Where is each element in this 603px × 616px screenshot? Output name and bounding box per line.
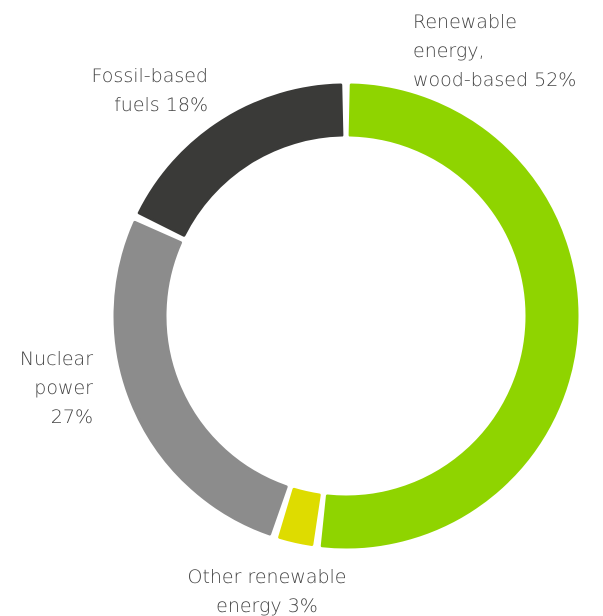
category: Renewable energy, wood-based [413,11,529,91]
slice-label: Fossil-based fuels 18% [92,62,208,120]
category: Other renewable energy [187,566,347,616]
donut-slice [278,487,321,546]
donut-slice [137,83,344,237]
donut-slice [113,220,288,536]
value-label: 18% [165,94,208,116]
slice-label: Other renewable energy 3% [137,563,397,616]
value-label: 27% [50,406,93,428]
category: Nuclear power [19,348,93,399]
slice-label: Nuclear power 27% [20,345,93,432]
value-label: 3% [287,595,318,616]
slice-label: Renewable energy, wood-based 52% [413,8,576,95]
donut-slice [320,83,579,549]
value-label: 52% [534,69,577,91]
category: Fossil-based fuels [91,65,208,116]
